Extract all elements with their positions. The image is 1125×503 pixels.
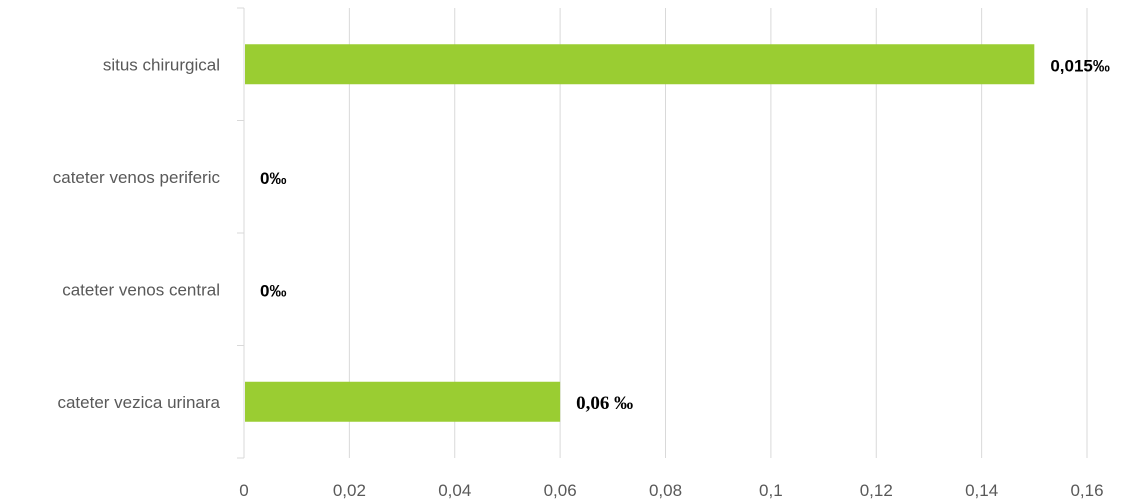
category-label: cateter vezica urinara — [57, 393, 220, 412]
x-tick-label: 0,12 — [860, 481, 893, 500]
x-tick-label: 0,08 — [649, 481, 682, 500]
x-tick-label: 0,1 — [759, 481, 783, 500]
bar — [245, 44, 1035, 85]
category-label: situs chirurgical — [103, 55, 220, 74]
data-label: 0‰ — [260, 281, 286, 300]
tick-labels: 0 0,02 0,04 0,06 0,08 0,1 0,12 0,14 0,16 — [239, 481, 1103, 500]
category-label: cateter venos central — [62, 280, 220, 299]
data-label: 0,015‰ — [1050, 56, 1110, 75]
data-label: 0‰ — [260, 169, 286, 188]
bars — [245, 44, 1035, 422]
bar — [245, 381, 561, 422]
category-label: cateter venos periferic — [53, 168, 221, 187]
x-tick-label: 0,06 — [544, 481, 577, 500]
x-tick-label: 0,16 — [1070, 481, 1103, 500]
x-tick-label: 0,14 — [965, 481, 998, 500]
x-tick-label: 0,04 — [438, 481, 471, 500]
data-labels: 0,015‰ 0‰ 0‰ 0,06 ‰ — [260, 56, 1110, 414]
x-tick-label: 0 — [239, 481, 248, 500]
x-tick-label: 0,02 — [333, 481, 366, 500]
category-axis — [237, 7, 245, 459]
category-labels: situs chirurgical cateter venos periferic… — [53, 55, 221, 412]
data-label: 0,06 ‰ — [576, 393, 633, 414]
